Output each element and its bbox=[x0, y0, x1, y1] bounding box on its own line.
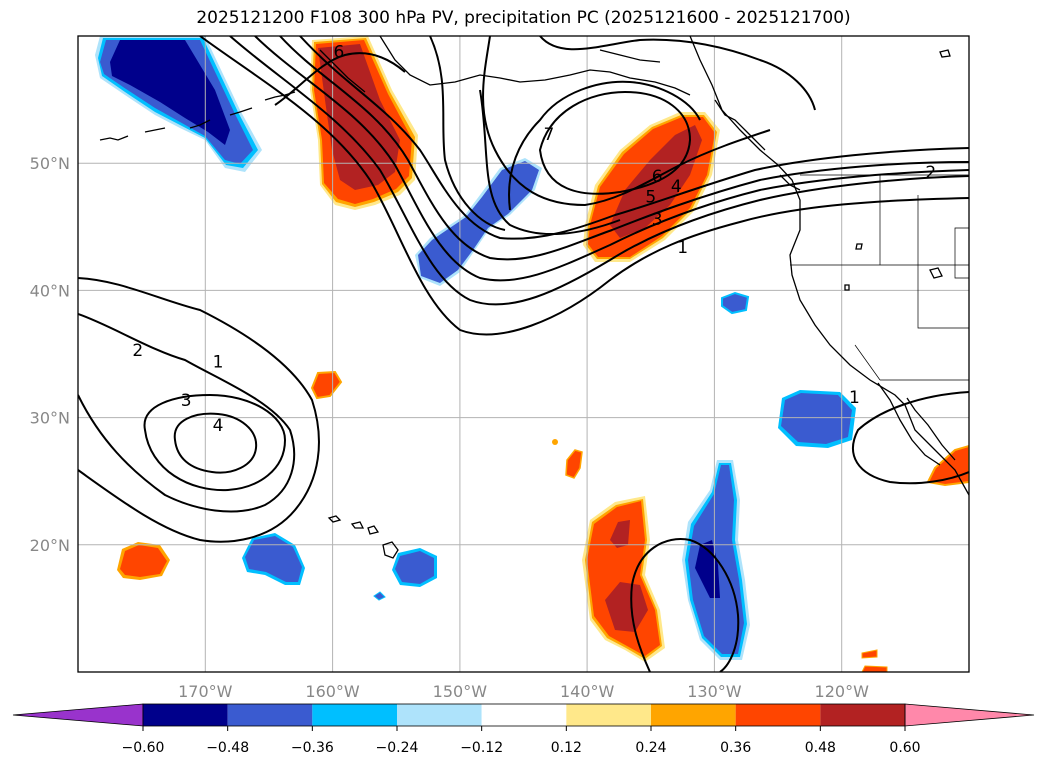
colorbar-tick-label: 0.48 bbox=[805, 740, 836, 756]
pv-contour-label: 6 bbox=[334, 42, 345, 62]
lon-tick-label: 160°W bbox=[305, 682, 360, 701]
lon-tick-label: 170°W bbox=[178, 682, 233, 701]
colorbar-tick-label: 0.36 bbox=[720, 740, 751, 756]
pv-contour-label: 2 bbox=[132, 341, 143, 361]
precip-positive-small-1 bbox=[310, 370, 343, 400]
precip-negative-region-nw bbox=[95, 36, 262, 172]
colorbar-tick-label: 0.24 bbox=[635, 740, 666, 756]
precip-positive-region-sw bbox=[117, 542, 170, 580]
precip-positive-speck-2 bbox=[861, 649, 878, 659]
lon-tick-label: 120°W bbox=[815, 682, 870, 701]
lat-tick-label: 20°N bbox=[30, 536, 70, 555]
colorbar-extend-max bbox=[904, 703, 1035, 727]
pv-contour-label: 3 bbox=[181, 391, 192, 411]
colorbar-tick-label: −0.24 bbox=[376, 740, 419, 756]
precip-negative-region-baja bbox=[778, 390, 856, 448]
lon-tick-label: 150°W bbox=[433, 682, 488, 701]
colorbar-tick-label: −0.36 bbox=[291, 740, 334, 756]
colorbar-tick-label: 0.60 bbox=[889, 740, 920, 756]
figure-title: 2025121200 F108 300 hPa PV, precipitatio… bbox=[196, 8, 851, 28]
pv-contour-label: 4 bbox=[671, 177, 682, 197]
colorbar-tick-label: −0.48 bbox=[206, 740, 249, 756]
lat-tick-label: 30°N bbox=[30, 409, 70, 428]
colorbar-segment bbox=[820, 704, 905, 726]
pv-contour-label: 2 bbox=[925, 163, 936, 183]
lat-tick-label: 40°N bbox=[30, 281, 70, 300]
precip-positive-region-south bbox=[582, 496, 665, 662]
latitude-tick-labels: 50°N 40°N 30°N 20°N bbox=[30, 154, 70, 555]
pv-contours bbox=[78, 36, 969, 672]
lon-tick-label: 130°W bbox=[687, 682, 742, 701]
colorbar: −0.60 −0.48 −0.36 −0.24 −0.12 0.12 0.24 0.36 0.4… bbox=[12, 703, 1035, 756]
pv-contour-label: 1 bbox=[849, 388, 860, 408]
colorbar-segment bbox=[397, 704, 482, 726]
map-frame bbox=[77, 35, 970, 673]
colorbar-segment bbox=[227, 704, 313, 726]
pv-contour-label: 5 bbox=[645, 187, 656, 207]
coastlines bbox=[99, 36, 969, 559]
longitude-tick-labels: 170°W 160°W 150°W 140°W 130°W 120°W bbox=[178, 682, 869, 701]
colorbar-tick-label: 0.12 bbox=[551, 740, 582, 756]
precip-positive-speck-3 bbox=[861, 665, 888, 672]
colorbar-segment bbox=[312, 704, 397, 726]
lat-tick-label: 50°N bbox=[30, 154, 70, 173]
colorbar-segment bbox=[651, 704, 736, 726]
pv-contour-label: 7 bbox=[544, 125, 555, 145]
colorbar-extend-min bbox=[12, 703, 144, 727]
colorbar-segment bbox=[735, 704, 821, 726]
pv-contour-label: 1 bbox=[677, 238, 688, 258]
pv-contour-label: 1 bbox=[213, 353, 224, 373]
pv-contour-label: 6 bbox=[652, 167, 663, 187]
precip-positive-small-2 bbox=[565, 449, 583, 479]
colorbar-outline bbox=[142, 703, 906, 727]
colorbar-tick-label: −0.60 bbox=[122, 740, 165, 756]
pv-contour-label: 4 bbox=[213, 416, 224, 436]
colorbar-tick-label: −0.12 bbox=[460, 740, 503, 756]
precip-negative-region-hawaii-west bbox=[242, 533, 305, 585]
colorbar-segment bbox=[143, 704, 228, 726]
map-gridlines bbox=[78, 36, 969, 672]
pv-contour-label: 3 bbox=[652, 210, 663, 230]
precip-negative-small-1 bbox=[721, 291, 750, 315]
precip-negative-speck-1 bbox=[373, 591, 386, 601]
colorbar-segment bbox=[566, 704, 651, 726]
precip-negative-region-hawaii-east bbox=[392, 548, 437, 587]
lon-tick-label: 140°W bbox=[560, 682, 615, 701]
colorbar-segment bbox=[481, 704, 567, 726]
precip-positive-speck-1 bbox=[552, 439, 558, 445]
political-borders bbox=[790, 174, 969, 381]
